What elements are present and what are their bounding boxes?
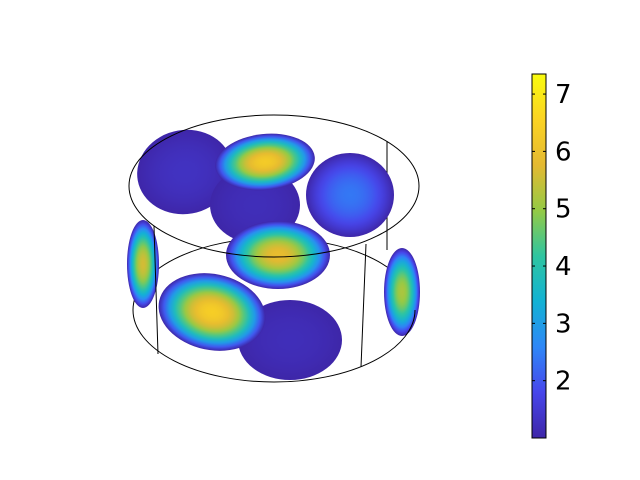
colorbar-fill: [532, 74, 546, 438]
colorbar-gradient: [532, 74, 546, 438]
blob-left-wall: [127, 220, 159, 308]
colorbar-tick-label: 6: [555, 137, 572, 167]
blob-front-left-lower: [158, 273, 266, 351]
colorbar-tick-label: 3: [555, 309, 572, 339]
blob-right-wall: [384, 248, 420, 336]
colorbar-tick-label: 7: [555, 80, 572, 110]
blob-right-back: [306, 153, 394, 237]
colorbar: 2 3 4 5 6 7: [531, 73, 572, 439]
top-ellipse: [128, 114, 420, 258]
plot-area: [127, 114, 420, 383]
blob-layer: [127, 129, 420, 380]
colorbar-tick-label: 5: [555, 195, 572, 225]
bottom-ellipse-front-arc: [132, 309, 416, 383]
cylinder-frame-front: [128, 114, 420, 383]
blob-top-left-back: [137, 129, 233, 215]
blob-middle-center: [226, 221, 330, 289]
colorbar-outline: [531, 73, 547, 439]
colorbar-tick-label: 2: [555, 367, 572, 397]
blob-top-back-center: [215, 133, 315, 191]
colorbar-ticks: 2 3 4 5 6 7: [532, 80, 572, 397]
left-vertical-edge: [153, 225, 159, 355]
front-right-vertical-edge: [360, 243, 367, 368]
colorbar-tick-label: 4: [555, 252, 572, 282]
